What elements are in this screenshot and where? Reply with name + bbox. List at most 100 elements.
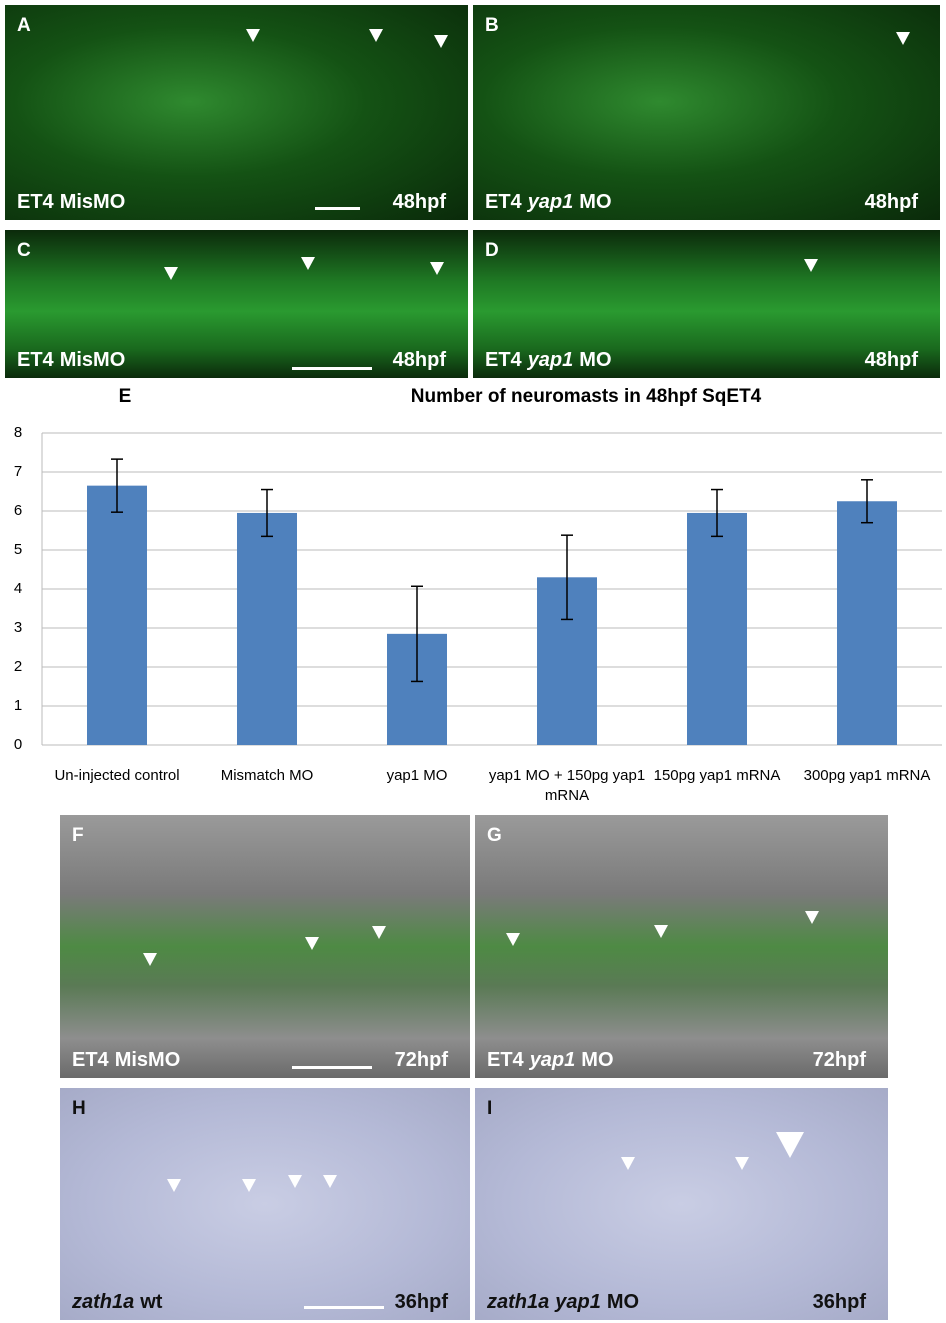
y-tick-label: 8 bbox=[14, 424, 22, 441]
bar bbox=[87, 485, 147, 745]
arrowhead bbox=[288, 1175, 302, 1188]
caption-part: MO bbox=[579, 349, 612, 371]
x-tick-label: yap1 MO bbox=[386, 767, 448, 784]
stage-label: 48hpf bbox=[864, 191, 918, 213]
x-tick-label: 150pg yap1 mRNA bbox=[653, 767, 781, 784]
error-bar bbox=[411, 585, 423, 683]
stage-label: 72hpf bbox=[394, 1049, 448, 1071]
image-panel: C ET4 MisMO 48hpf bbox=[5, 230, 468, 378]
caption-part: MO bbox=[579, 191, 612, 213]
panel-label: E bbox=[119, 386, 132, 407]
arrowhead bbox=[654, 925, 668, 938]
arrowhead bbox=[434, 35, 448, 48]
panel-label: H bbox=[72, 1098, 86, 1119]
caption-part: ET4 bbox=[72, 1049, 109, 1071]
x-tick-label: 300pg yap1 mRNA bbox=[803, 767, 931, 784]
scale-bar bbox=[304, 1306, 384, 1309]
y-tick-label: 1 bbox=[14, 697, 22, 714]
arrowhead bbox=[167, 1179, 181, 1192]
panel-label: C bbox=[17, 240, 31, 261]
caption-part: ET4 bbox=[17, 191, 54, 213]
caption-part: yap1 bbox=[527, 191, 574, 213]
caption-part: zath1a bbox=[72, 1291, 135, 1313]
panel-caption: ET4 yap1 MO bbox=[485, 349, 618, 372]
stage-label: 48hpf bbox=[392, 349, 446, 371]
error-bar bbox=[711, 488, 723, 538]
arrowhead bbox=[301, 257, 315, 270]
panel-caption: ET4 yap1 MO bbox=[485, 191, 618, 214]
arrowhead bbox=[621, 1157, 635, 1170]
arrowhead bbox=[246, 29, 260, 42]
panel-label: I bbox=[487, 1098, 493, 1119]
stage-label: 36hpf bbox=[394, 1291, 448, 1313]
x-tick-label: yap1 MO + 150pg yap1 mRNA bbox=[488, 767, 646, 804]
caption-part: zath1a bbox=[487, 1291, 550, 1313]
stage-label: 48hpf bbox=[864, 349, 918, 371]
panel-label: D bbox=[485, 240, 499, 261]
panel-caption: ET4 yap1 MO bbox=[487, 1049, 620, 1072]
caption-part: wt bbox=[140, 1291, 163, 1313]
arrowhead bbox=[372, 926, 386, 939]
arrowhead bbox=[242, 1179, 256, 1192]
y-tick-label: 7 bbox=[14, 463, 22, 480]
arrowhead bbox=[804, 259, 818, 272]
image-panel: G ET4 yap1 MO 72hpf bbox=[475, 815, 888, 1078]
arrowhead bbox=[896, 32, 910, 45]
arrowhead bbox=[323, 1175, 337, 1188]
caption-part: ET4 bbox=[485, 191, 522, 213]
caption-part: ET4 bbox=[17, 349, 54, 371]
arrowhead bbox=[143, 953, 157, 966]
y-tick-label: 2 bbox=[14, 658, 22, 675]
scale-bar bbox=[292, 367, 372, 370]
panel-caption: ET4 MisMO bbox=[72, 1049, 186, 1072]
scale-bar bbox=[292, 1066, 372, 1069]
error-bar bbox=[561, 534, 573, 621]
caption-part: yap1 bbox=[527, 349, 574, 371]
caption-part: MisMO bbox=[59, 191, 126, 213]
stage-label: 72hpf bbox=[812, 1049, 866, 1071]
panel-caption: zath1a yap1 MO bbox=[487, 1291, 645, 1314]
caption-part: MO bbox=[606, 1291, 640, 1313]
caption-part: ET4 bbox=[487, 1049, 524, 1071]
arrowhead bbox=[369, 29, 383, 42]
caption-part: MisMO bbox=[114, 1049, 181, 1071]
caption-part: ET4 bbox=[485, 349, 522, 371]
bar bbox=[237, 512, 297, 745]
arrowhead bbox=[305, 937, 319, 950]
stage-label: 48hpf bbox=[392, 191, 446, 213]
image-panel: F ET4 MisMO 72hpf bbox=[60, 815, 470, 1078]
bar bbox=[687, 512, 747, 745]
stage-label: 36hpf bbox=[812, 1291, 866, 1313]
y-tick-label: 5 bbox=[14, 541, 22, 558]
chart-title: Number of neuromasts in 48hpf SqET4 bbox=[411, 386, 762, 407]
y-tick-label: 4 bbox=[14, 580, 22, 597]
image-panel: B ET4 yap1 MO 48hpf bbox=[473, 5, 940, 220]
arrowhead bbox=[430, 262, 444, 275]
y-tick-label: 0 bbox=[14, 736, 22, 753]
error-bar bbox=[861, 479, 873, 524]
caption-part: yap1 bbox=[529, 1049, 576, 1071]
y-tick-label: 6 bbox=[14, 502, 22, 519]
image-panel: D ET4 yap1 MO 48hpf bbox=[473, 230, 940, 378]
arrowhead bbox=[506, 933, 520, 946]
bar bbox=[837, 501, 897, 745]
arrowhead bbox=[805, 911, 819, 924]
arrowhead bbox=[776, 1132, 804, 1158]
panel-caption: zath1a wt bbox=[72, 1291, 168, 1314]
panel-label: B bbox=[485, 15, 499, 36]
panel-caption: ET4 MisMO bbox=[17, 191, 131, 214]
arrowhead bbox=[164, 267, 178, 280]
caption-part: yap1 bbox=[555, 1291, 601, 1313]
error-bar bbox=[261, 488, 273, 538]
panel-label: G bbox=[487, 825, 502, 846]
panel-label: F bbox=[72, 825, 84, 846]
caption-part: MO bbox=[581, 1049, 614, 1071]
y-tick-label: 3 bbox=[14, 619, 22, 636]
caption-part: MisMO bbox=[59, 349, 126, 371]
panel-caption: ET4 MisMO bbox=[17, 349, 131, 372]
chart: E Number of neuromasts in 48hpf SqET4 0 1 2 3… bbox=[14, 386, 942, 753]
x-tick-label: Un-injected control bbox=[54, 767, 180, 784]
